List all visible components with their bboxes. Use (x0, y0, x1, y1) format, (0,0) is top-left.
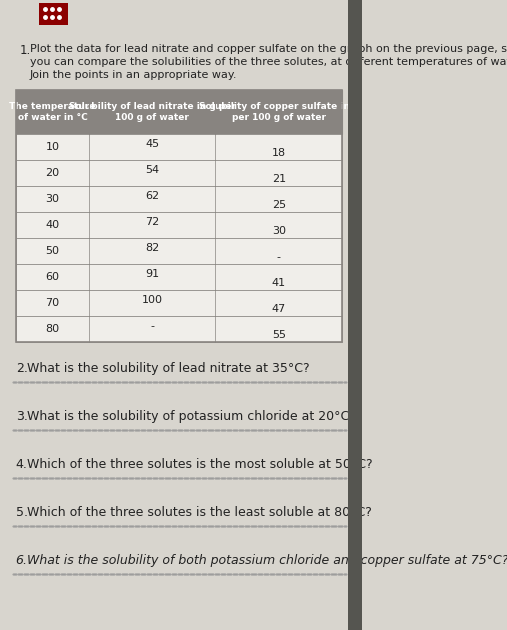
Text: 60: 60 (46, 272, 59, 282)
Text: 55: 55 (272, 329, 286, 340)
Text: 6.: 6. (16, 554, 28, 567)
Text: 54: 54 (145, 165, 159, 175)
Text: 91: 91 (145, 269, 159, 279)
Text: 47: 47 (272, 304, 286, 314)
Text: 5.: 5. (16, 506, 28, 519)
Text: Solubility of copper sulfate in g
per 100 g of water: Solubility of copper sulfate in g per 10… (199, 101, 359, 122)
Bar (39, 3, 68, 25)
Text: 3.: 3. (16, 410, 27, 423)
Text: Which of the three solutes is the most soluble at 50°C?: Which of the three solutes is the most s… (27, 458, 373, 471)
Text: you can compare the solubilities of the three solutes, at different temperatures: you can compare the solubilities of the … (30, 57, 507, 67)
Text: 18: 18 (272, 147, 286, 158)
Text: What is the solubility of both potassium chloride and copper sulfate at 75°C?: What is the solubility of both potassium… (27, 554, 507, 567)
Text: 10: 10 (46, 142, 59, 152)
Text: 80: 80 (46, 324, 59, 334)
Text: 45: 45 (145, 139, 159, 149)
Text: 30: 30 (46, 194, 59, 204)
Text: 21: 21 (272, 174, 286, 184)
Bar (16, 316, 343, 342)
Text: 70: 70 (46, 298, 59, 308)
Text: 41: 41 (272, 278, 286, 288)
Text: Join the points in an appropriate way.: Join the points in an appropriate way. (30, 70, 237, 80)
Bar (16, 160, 343, 186)
Text: 72: 72 (145, 217, 159, 227)
Bar (16, 212, 343, 238)
Text: 100: 100 (141, 295, 163, 305)
Bar (16, 238, 343, 264)
Text: What is the solubility of potassium chloride at 20°C?: What is the solubility of potassium chlo… (27, 410, 356, 423)
Text: The temperature
of water in °C: The temperature of water in °C (9, 101, 96, 122)
Bar (16, 90, 343, 342)
Text: 40: 40 (46, 220, 59, 230)
Text: 30: 30 (272, 226, 286, 236)
Text: What is the solubility of lead nitrate at 35°C?: What is the solubility of lead nitrate a… (27, 362, 310, 375)
Bar (16, 290, 343, 316)
Bar (16, 186, 343, 212)
Text: Plot the data for lead nitrate and copper sulfate on the graph on the previous p: Plot the data for lead nitrate and coppe… (30, 44, 507, 54)
Text: Solubility of lead nitrate in g per
100 g of water: Solubility of lead nitrate in g per 100 … (68, 101, 236, 122)
Text: 50: 50 (46, 246, 59, 256)
Text: 82: 82 (145, 243, 159, 253)
Bar (16, 264, 343, 290)
Text: 2.: 2. (16, 362, 27, 375)
Text: Which of the three solutes is the least soluble at 80°C?: Which of the three solutes is the least … (27, 506, 372, 519)
Text: 1.: 1. (20, 44, 31, 57)
Bar (348, 0, 362, 630)
Text: 4.: 4. (16, 458, 27, 471)
Bar (16, 134, 343, 160)
Text: -: - (150, 321, 154, 331)
Text: 20: 20 (46, 168, 59, 178)
Text: -: - (277, 252, 281, 261)
Text: 25: 25 (272, 200, 286, 210)
Bar (16, 90, 343, 134)
Text: 62: 62 (145, 191, 159, 201)
